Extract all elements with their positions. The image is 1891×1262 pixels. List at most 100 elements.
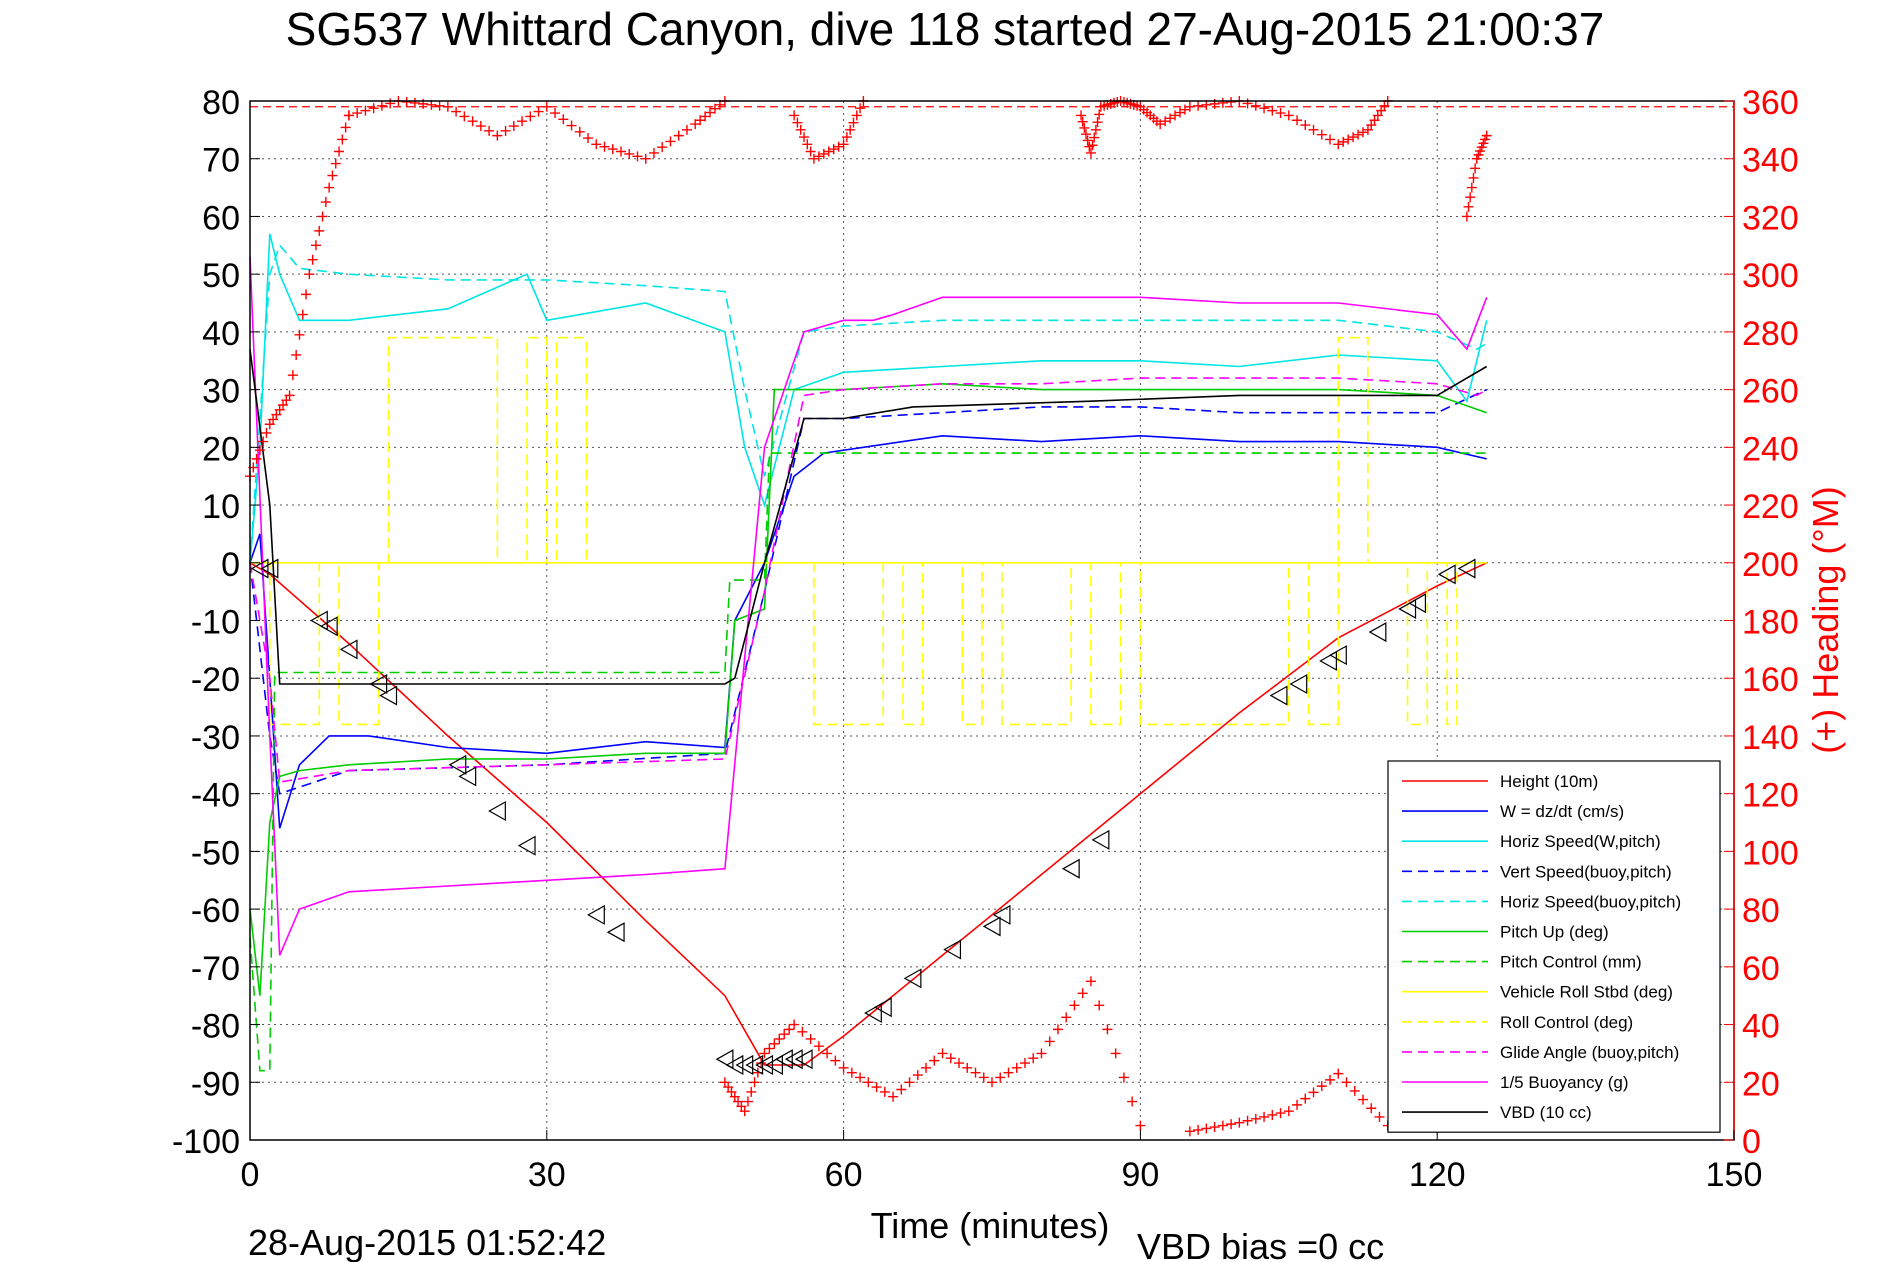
heading-point <box>616 146 626 157</box>
right-axis-ticks: 3603403203002802602402202001801601401201… <box>1724 84 1799 1161</box>
triangle-marker <box>1408 593 1427 614</box>
heading-point <box>945 1053 956 1064</box>
triangle-marker <box>339 639 358 660</box>
y2-tick-label: 0 <box>1742 1123 1761 1161</box>
heading-point <box>340 122 351 133</box>
heading-point <box>739 1106 750 1117</box>
heading-point <box>962 1062 973 1073</box>
heading-point <box>451 106 462 117</box>
heading-point <box>1184 1126 1195 1137</box>
heading-point <box>1463 201 1474 212</box>
heading-point <box>1184 101 1195 112</box>
heading-point <box>1094 109 1105 120</box>
heading-point <box>855 103 866 114</box>
heading-point <box>863 1077 874 1088</box>
heading-point <box>1085 147 1096 158</box>
heading-point <box>320 197 331 208</box>
y-tick-label: -60 <box>191 892 240 930</box>
heading-point <box>1465 192 1476 203</box>
heading-point <box>1102 1024 1113 1035</box>
y2-tick-label: 40 <box>1742 1008 1780 1046</box>
triangle-marker <box>903 968 922 989</box>
heading-point <box>1085 976 1096 987</box>
heading-point <box>978 1072 989 1083</box>
heading-point <box>624 148 635 159</box>
heading-point <box>799 132 810 143</box>
heading-point <box>1316 129 1327 140</box>
y-tick-label: -30 <box>191 719 240 757</box>
heading-point <box>681 124 692 135</box>
heading-point <box>1077 116 1088 127</box>
heading-point <box>937 1048 948 1059</box>
heading-point <box>304 269 315 280</box>
triangle-marker <box>1437 564 1456 585</box>
series-line-5 <box>249 382 1487 996</box>
heading-point <box>789 1019 800 1030</box>
y2-tick-label: 20 <box>1742 1065 1780 1103</box>
y2-tick-label: 100 <box>1742 834 1799 872</box>
heading-point <box>258 436 269 447</box>
legend-box <box>1387 760 1721 1133</box>
heading-point <box>385 98 396 109</box>
series-line-2 <box>249 233 1488 563</box>
triangle-marker <box>250 558 269 579</box>
heading-point <box>970 1067 981 1078</box>
y2-tick-label: 220 <box>1742 488 1799 526</box>
heading-point <box>802 139 813 150</box>
y-tick-label: -90 <box>191 1065 240 1103</box>
heading-point <box>1127 1096 1138 1107</box>
heading-point <box>1308 124 1319 135</box>
heading-point <box>1052 1024 1063 1035</box>
heading-point <box>749 1077 760 1088</box>
heading-point <box>376 100 387 111</box>
y-tick-label: 30 <box>202 373 240 411</box>
heading-point <box>434 100 445 111</box>
heading-point <box>904 1077 915 1088</box>
heading-point <box>1094 1000 1105 1011</box>
chart-title: SG537 Whittard Canyon, dive 118 started … <box>286 3 1605 55</box>
heading-point <box>838 1062 849 1073</box>
heading-point <box>558 114 569 125</box>
series-group <box>249 233 1488 1072</box>
heading-point <box>1019 1058 1030 1069</box>
heading-point <box>330 158 341 169</box>
triangle-marker <box>587 904 605 925</box>
y-tick-label: -70 <box>191 950 240 988</box>
y2-tick-label: 120 <box>1742 777 1799 815</box>
heading-point <box>1193 1124 1204 1135</box>
heading-point <box>888 1091 899 1102</box>
triangle-marker <box>260 558 279 579</box>
heading-point <box>673 130 684 141</box>
heading-point <box>1090 124 1101 135</box>
heading-point <box>284 390 295 401</box>
heading-point <box>648 147 659 158</box>
heading-point <box>484 125 495 136</box>
triangle-marker <box>1329 645 1347 666</box>
heading-point <box>1259 1111 1270 1122</box>
heading-point <box>769 1038 780 1049</box>
y2-tick-label: 240 <box>1742 430 1799 468</box>
heading-point <box>954 1058 965 1069</box>
heading-point <box>1259 103 1270 114</box>
series-line-4 <box>249 243 1488 563</box>
heading-point <box>310 240 321 251</box>
heading-point <box>1466 182 1477 193</box>
triangle-marker <box>784 1049 803 1070</box>
legend-label: Roll Control (deg) <box>1500 1013 1633 1032</box>
heading-point <box>896 1084 907 1095</box>
legend: Height (10m) W = dz/dt (cm/s) Horiz Speed(… <box>1387 760 1721 1133</box>
heading-point <box>1333 139 1344 150</box>
heading-point <box>833 141 844 152</box>
triangle-marker <box>765 1054 783 1075</box>
heading-point <box>742 1096 753 1107</box>
heading-point <box>1308 1087 1319 1098</box>
triangle-marker <box>310 610 328 631</box>
heading-point <box>1267 1109 1278 1120</box>
heading-point <box>1250 1113 1261 1124</box>
heading-point <box>1275 1108 1286 1119</box>
heading-point <box>995 1072 1006 1083</box>
heading-point <box>1267 105 1278 116</box>
triangle-marker <box>1398 598 1417 619</box>
heading-point <box>1044 1036 1055 1047</box>
heading-point <box>550 108 561 119</box>
